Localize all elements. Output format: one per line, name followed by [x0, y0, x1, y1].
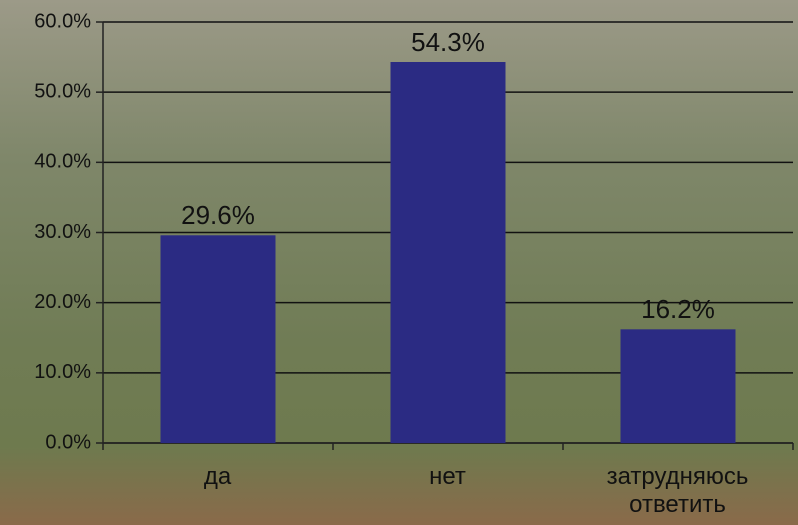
y-tick-label: 40.0%: [34, 151, 91, 173]
x-tick-label: да: [203, 463, 232, 490]
value-label: 54.3%: [411, 27, 485, 57]
value-label: 29.6%: [181, 200, 255, 230]
y-tick-label: 20.0%: [34, 291, 91, 313]
bar: [390, 61, 506, 444]
x-tick-label: затрудняюсь ответить: [606, 463, 749, 518]
value-label: 16.2%: [641, 294, 715, 324]
y-tick-label: 50.0%: [34, 80, 91, 102]
bar: [620, 329, 736, 443]
bar: [160, 235, 276, 443]
y-tick-label: 10.0%: [34, 361, 91, 383]
y-tick-label: 30.0%: [34, 221, 91, 243]
y-tick-label: 60.0%: [34, 10, 91, 32]
x-tick-label: нет: [429, 463, 466, 490]
y-tick-label: 0.0%: [45, 431, 91, 453]
